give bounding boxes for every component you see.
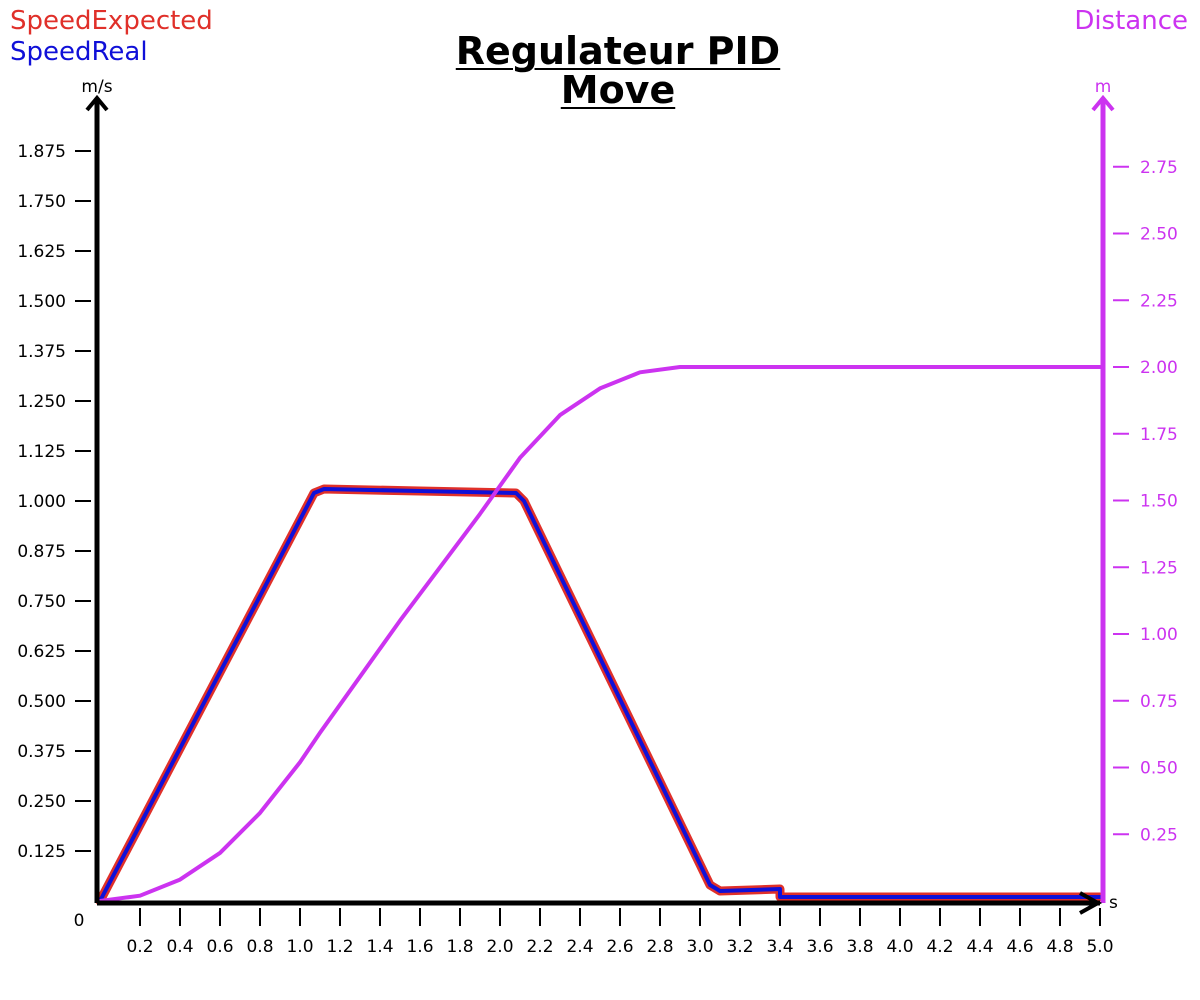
y-left-unit-label: m/s [81, 77, 112, 97]
chart-title-block: Regulateur PID Move [0, 32, 1200, 110]
y-right-tick-label: 2.50 [1140, 225, 1178, 245]
y-left-tick-label: 1.125 [17, 442, 66, 462]
y-right-tick-label: 2.25 [1140, 291, 1178, 311]
y-right-unit-label: m [1095, 77, 1112, 97]
y-right-tick-label: 0.75 [1140, 692, 1178, 712]
x-tick-label: 4.4 [966, 937, 993, 957]
left-legend: SpeedExpected SpeedReal [10, 6, 213, 68]
y-right-tick-label: 1.25 [1140, 558, 1178, 578]
y-right-tick-label: 2.00 [1140, 358, 1178, 378]
x-tick-label: 0.8 [246, 937, 273, 957]
y-left-tick-label: 0.625 [17, 642, 66, 662]
x-tick-label: 3.6 [806, 937, 833, 957]
y-left-axis-arrow [85, 94, 109, 112]
y-left-tick-label: 0.875 [17, 542, 66, 562]
x-tick-label: 1.0 [286, 937, 313, 957]
x-tick-label: 1.6 [406, 937, 433, 957]
y-left-tick-label: 1.500 [17, 292, 66, 312]
x-tick-label: 5.0 [1086, 937, 1113, 957]
y-left-tick-label: 0.500 [17, 692, 66, 712]
legend-distance: Distance [1074, 6, 1188, 36]
x-tick-label: 1.4 [366, 937, 393, 957]
y-right-tick-label: 1.75 [1140, 425, 1178, 445]
x-tick-label: 0.6 [206, 937, 233, 957]
y-left-tick-label: 0.375 [17, 742, 66, 762]
x-tick-label: 4.2 [926, 937, 953, 957]
x-tick-label: 2.0 [486, 937, 513, 957]
x-tick-label: 3.2 [726, 937, 753, 957]
legend-speed-expected: SpeedExpected [10, 6, 213, 36]
right-legend: Distance [1074, 6, 1188, 37]
x-tick-label: 1.2 [326, 937, 353, 957]
y-left-tick-label: 1.375 [17, 342, 66, 362]
y-right-tick-label: 0.25 [1140, 825, 1178, 845]
x-unit-label: s [1109, 893, 1118, 913]
x-tick-label: 4.0 [886, 937, 913, 957]
x-origin-label: 0 [74, 911, 85, 931]
x-tick-label: 1.8 [446, 937, 473, 957]
chart-subtitle: Move [560, 68, 676, 112]
x-tick-label: 2.2 [526, 937, 553, 957]
y-left-tick-label: 0.125 [17, 842, 66, 862]
x-tick-label: 4.8 [1046, 937, 1073, 957]
x-tick-label: 2.8 [646, 937, 673, 957]
y-left-tick-label: 1.750 [17, 192, 66, 212]
y-left-tick-label: 1.250 [17, 392, 66, 412]
y-left-tick-label: 0.750 [17, 592, 66, 612]
x-tick-label: 3.0 [686, 937, 713, 957]
y-left-tick-label: 0.250 [17, 792, 66, 812]
x-axis-arrow [1079, 891, 1103, 915]
x-tick-label: 3.4 [766, 937, 793, 957]
x-tick-label: 2.4 [566, 937, 593, 957]
x-tick-label: 3.8 [846, 937, 873, 957]
y-right-tick-label: 2.75 [1140, 158, 1178, 178]
series-speedexpected-line [95, 484, 1105, 906]
y-left-tick-label: 1.000 [17, 492, 66, 512]
x-tick-label: 0.4 [166, 937, 193, 957]
series-distance-line [98, 365, 1102, 903]
y-left-tick-label: 1.875 [17, 142, 66, 162]
chart-title: Regulateur PID [455, 29, 781, 73]
y-right-axis-arrow [1091, 94, 1115, 112]
y-right-tick-label: 1.50 [1140, 492, 1178, 512]
y-right-tick-label: 1.00 [1140, 625, 1178, 645]
y-right-tick-label: 0.50 [1140, 759, 1178, 779]
x-tick-label: 2.6 [606, 937, 633, 957]
series-speedreal-line [98, 487, 1102, 903]
x-tick-label: 0.2 [126, 937, 153, 957]
x-tick-label: 4.6 [1006, 937, 1033, 957]
y-left-tick-label: 1.625 [17, 242, 66, 262]
legend-speed-real: SpeedReal [10, 37, 148, 67]
